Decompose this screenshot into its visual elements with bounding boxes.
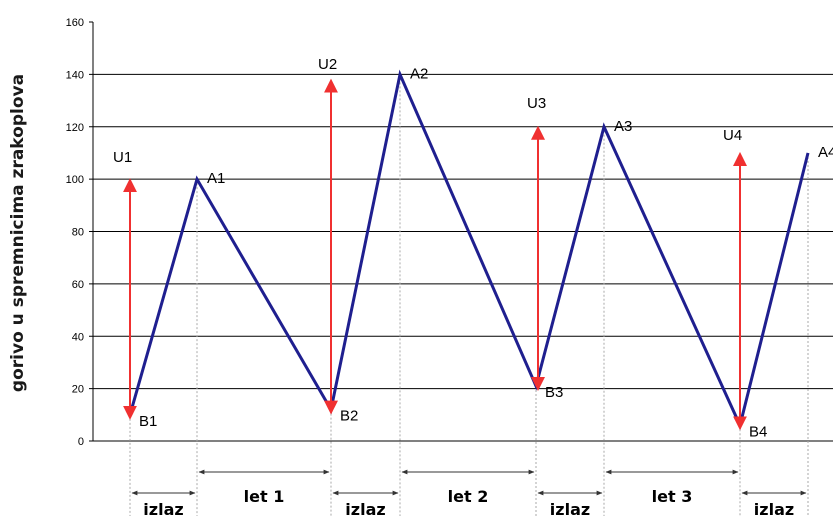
point-label-b4: B4	[749, 423, 767, 440]
guide-lines	[129, 74, 809, 516]
y-tick-label: 100	[66, 174, 84, 186]
point-label-b1: B1	[139, 413, 157, 430]
fuel-line	[128, 69, 810, 430]
segment-label: izlaz	[550, 500, 590, 519]
point-label-a1: A1	[207, 170, 225, 187]
point-label-a2: A2	[410, 65, 428, 82]
fuel-series-line	[128, 69, 810, 430]
point-label-b2: B2	[340, 408, 358, 425]
segment-label: let 3	[652, 487, 693, 506]
y-tick-label: 60	[72, 279, 84, 291]
segment-label: let 2	[448, 487, 489, 506]
segment-label: izlaz	[754, 500, 794, 519]
grid: 0 20 40 60 80 100 120 140 160	[66, 17, 833, 448]
segment-label: izlaz	[345, 500, 385, 519]
arrow-label-u1: U1	[113, 149, 132, 166]
point-label-a3: A3	[614, 118, 632, 135]
refuel-arrows	[123, 78, 747, 431]
y-tick-label: 120	[66, 122, 84, 134]
point-label-a4: A4	[818, 144, 833, 161]
y-tick-label: 140	[66, 69, 84, 81]
arrow-label-u4: U4	[723, 127, 742, 144]
y-tick-label: 0	[78, 436, 84, 448]
y-axis-label: gorivo u spremnicima zrakoplova	[8, 74, 28, 392]
y-tick-label: 160	[66, 17, 84, 29]
y-tick-label: 40	[72, 331, 84, 343]
y-tick-label: 20	[72, 384, 84, 396]
point-labels: B1 A1 B2 A2 B3 A3 B4 A4 U1 U2 U3 U4	[113, 56, 833, 440]
point-label-b3: B3	[545, 384, 563, 401]
segment-label: let 1	[244, 487, 285, 506]
segment-label: izlaz	[143, 500, 183, 519]
segment-markers: izlaz let 1 izlaz let 2 izlaz let 3 izlaz	[131, 469, 807, 519]
y-tick-label: 80	[72, 227, 84, 239]
arrow-label-u2: U2	[318, 56, 337, 73]
arrow-label-u3: U3	[527, 95, 546, 112]
